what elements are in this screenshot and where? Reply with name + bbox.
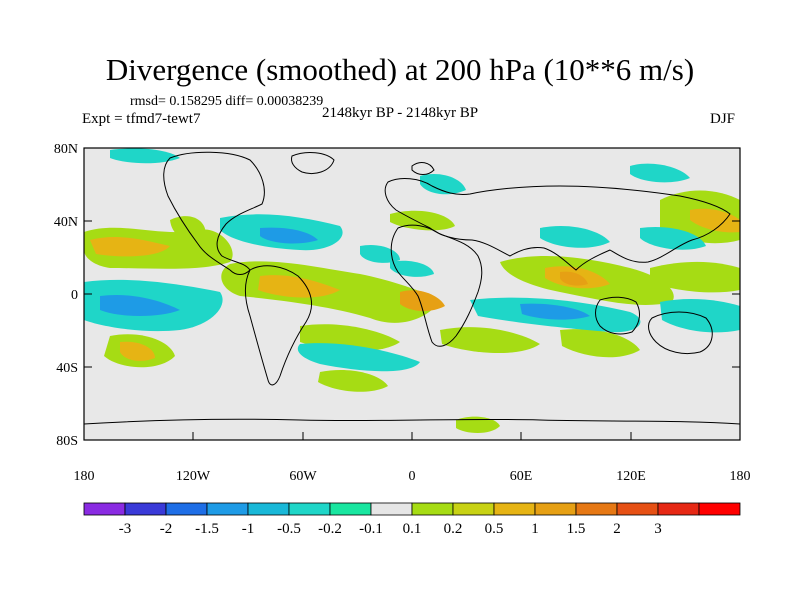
colorbar-label: 2: [613, 521, 621, 537]
lon-label: 60W: [289, 469, 317, 484]
lat-ticks: [84, 147, 740, 441]
field-patch: [630, 163, 690, 183]
lon-label: 180: [730, 469, 751, 484]
field-patch: [390, 260, 434, 277]
field-patch: [258, 275, 340, 298]
field-patch: [650, 261, 740, 293]
colorbar-swatch: [534, 502, 577, 516]
colorbar-swatch: [411, 502, 454, 516]
colorbar-swatch: [698, 502, 741, 516]
lon-ticks: [83, 432, 741, 440]
colorbar-swatch: [288, 502, 331, 516]
field-patch: [260, 227, 318, 244]
field-patch: [110, 148, 180, 164]
field-patch: [560, 271, 588, 286]
colorbar-swatch: [206, 502, 249, 516]
season-label: DJF: [710, 111, 736, 127]
lon-label: 120W: [176, 469, 211, 484]
colorbar-label: -3: [119, 521, 132, 537]
field-patch: [100, 294, 180, 316]
colorbar-label: 3: [654, 521, 662, 537]
colorbar-label: 0.5: [485, 521, 504, 537]
colorbar-label: 1: [531, 521, 539, 537]
lon-label: 180: [74, 469, 95, 484]
colorbar-swatch: [370, 502, 413, 516]
period-label: 2148kyr BP - 2148kyr BP: [322, 105, 479, 121]
colorbar-label: -1.5: [195, 521, 219, 537]
colorbar-label: 0.2: [444, 521, 463, 537]
colorbar-swatch: [452, 502, 495, 516]
lat-label: 0: [71, 288, 78, 303]
field-patch: [400, 290, 445, 312]
colorbar-label: -0.1: [359, 521, 383, 537]
field-patch: [297, 343, 420, 372]
field-patch: [456, 416, 500, 433]
lat-label: 80S: [56, 434, 78, 449]
field-patch: [690, 208, 740, 233]
colorbar-swatch: [329, 502, 372, 516]
colorbar-swatch: [616, 502, 659, 516]
lat-label: 80N: [54, 142, 78, 157]
lat-label: 40N: [54, 215, 78, 230]
colorbar-label: -0.5: [277, 521, 301, 537]
lon-label: 0: [409, 469, 416, 484]
colorbar-label: -2: [160, 521, 173, 537]
colorbar-swatch: [247, 502, 290, 516]
colorbar-swatch: [165, 502, 208, 516]
divergence-field: [84, 148, 740, 433]
colorbar-label: 0.1: [403, 521, 422, 537]
stats-text: rmsd= 0.158295 diff= 0.00038239: [130, 94, 324, 109]
field-patch: [420, 173, 466, 195]
colorbar-swatch: [657, 502, 700, 516]
field-patch: [90, 236, 170, 257]
field-patch: [360, 244, 400, 263]
colorbar: -3 -2 -1.5 -1 -0.5 -0.2 -0.1 0.1 0.2 0.5 1 1.5 2 3: [83, 502, 741, 537]
plot-title: Divergence (smoothed) at 200 hPa (10**6 …: [105, 52, 695, 87]
colorbar-swatch: [493, 502, 536, 516]
lon-label: 120E: [616, 469, 646, 484]
field-patch: [120, 341, 155, 361]
lon-label: 60E: [510, 469, 533, 484]
colorbar-label: 1.5: [567, 521, 586, 537]
field-patch: [440, 327, 540, 354]
colorbar-label: -1: [242, 521, 255, 537]
colorbar-swatch: [83, 502, 126, 516]
field-patch: [540, 225, 610, 248]
field-patch: [520, 303, 590, 320]
field-patch: [318, 369, 388, 392]
lat-label: 40S: [56, 361, 78, 376]
field-patch: [640, 226, 706, 250]
experiment-label: Expt = tfmd7-tewt7: [82, 111, 201, 127]
colorbar-label: -0.2: [318, 521, 342, 537]
field-patch: [560, 329, 640, 358]
colorbar-swatch: [575, 502, 618, 516]
coastlines: [84, 151, 740, 425]
colorbar-swatch: [124, 502, 167, 516]
